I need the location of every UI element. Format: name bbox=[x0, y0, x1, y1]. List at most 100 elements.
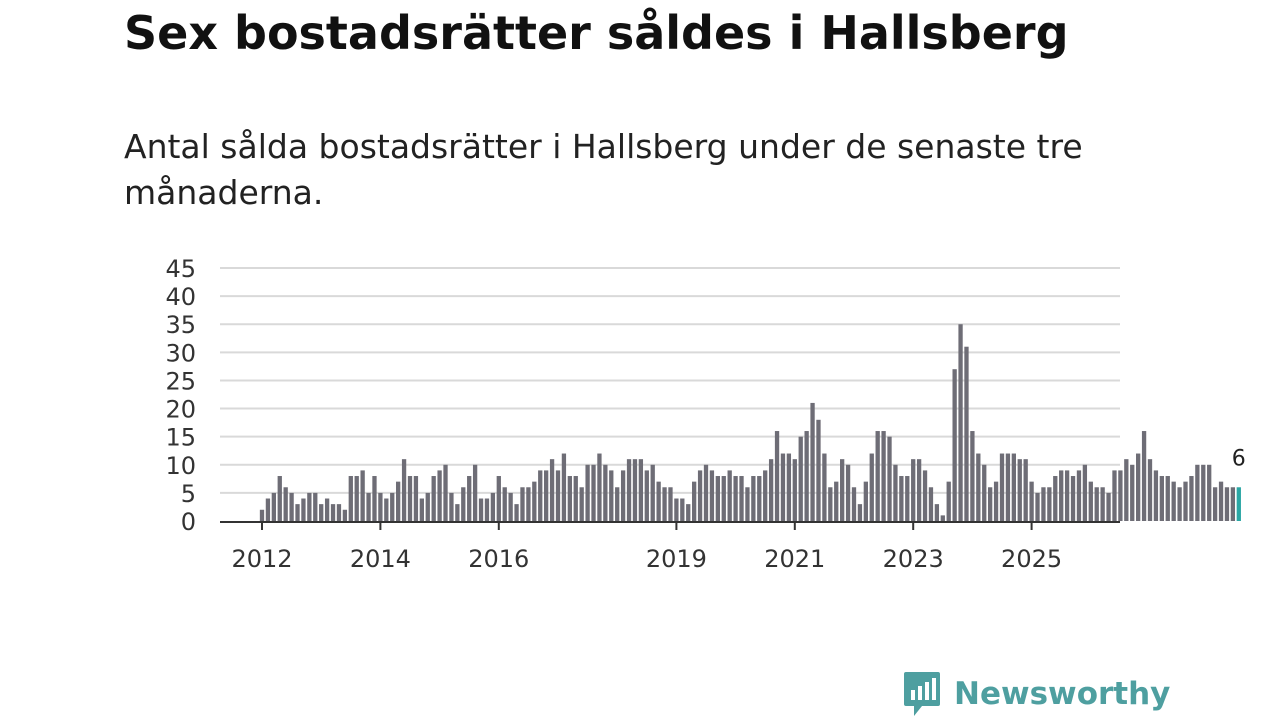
bar bbox=[768, 459, 774, 521]
newsworthy-logo-icon bbox=[904, 672, 940, 716]
bar bbox=[934, 504, 940, 521]
bar bbox=[396, 481, 401, 521]
bar bbox=[1118, 470, 1123, 521]
bar bbox=[1147, 459, 1153, 521]
bar bbox=[1141, 431, 1147, 521]
bar bbox=[845, 464, 851, 521]
bar bbox=[1017, 459, 1022, 521]
bar bbox=[277, 476, 282, 521]
chart-title: Sex bostadsrätter såldes i Hallsberg bbox=[124, 6, 1069, 60]
bar bbox=[313, 492, 318, 521]
y-tick-label: 35 bbox=[165, 311, 196, 339]
bar bbox=[283, 487, 288, 521]
bar bbox=[508, 492, 513, 521]
bar bbox=[384, 498, 389, 521]
bar bbox=[905, 476, 910, 521]
bar bbox=[348, 476, 353, 521]
bar bbox=[656, 481, 661, 521]
bar bbox=[1165, 476, 1170, 521]
bar bbox=[295, 504, 300, 521]
bar bbox=[733, 476, 738, 521]
x-tick-label: 2023 bbox=[883, 545, 944, 573]
bar bbox=[703, 464, 709, 521]
bar bbox=[620, 470, 626, 521]
bar bbox=[567, 476, 572, 521]
bar bbox=[1130, 464, 1135, 521]
bar bbox=[1064, 470, 1070, 521]
bar bbox=[638, 459, 644, 521]
bar bbox=[626, 459, 632, 521]
bar bbox=[840, 459, 845, 521]
bar bbox=[1094, 487, 1099, 521]
y-tick-label: 45 bbox=[165, 255, 196, 283]
bar bbox=[1212, 487, 1218, 521]
bar bbox=[1136, 453, 1141, 521]
bar bbox=[413, 476, 419, 521]
chart-subtitle: Antal sålda bostadsrätter i Hallsberg un… bbox=[124, 127, 1083, 212]
y-tick-label: 40 bbox=[165, 283, 196, 311]
bar bbox=[976, 453, 981, 521]
bar bbox=[1124, 459, 1129, 521]
bar bbox=[916, 459, 922, 521]
bar bbox=[431, 476, 436, 521]
bar bbox=[780, 453, 786, 521]
bar bbox=[1005, 453, 1011, 521]
bar bbox=[751, 476, 756, 521]
bar bbox=[745, 487, 750, 521]
bar bbox=[502, 487, 507, 521]
bar bbox=[1195, 464, 1200, 521]
x-tick-label: 2019 bbox=[646, 545, 707, 573]
bar bbox=[1224, 487, 1230, 521]
bar bbox=[822, 453, 827, 521]
x-tick-label: 2025 bbox=[1001, 545, 1062, 573]
bar bbox=[804, 431, 809, 521]
bar bbox=[573, 476, 578, 521]
bar bbox=[1023, 459, 1028, 521]
x-tick-label: 2012 bbox=[231, 545, 292, 573]
bar bbox=[520, 487, 525, 521]
bar bbox=[342, 509, 348, 521]
bar bbox=[928, 487, 934, 521]
bar bbox=[662, 487, 667, 521]
bar bbox=[680, 498, 685, 521]
bar bbox=[579, 487, 584, 521]
bar bbox=[834, 481, 839, 521]
y-tick-label: 5 bbox=[181, 480, 196, 508]
bar bbox=[425, 492, 430, 521]
y-tick-label: 30 bbox=[165, 339, 196, 367]
x-tick-label: 2016 bbox=[468, 545, 529, 573]
bar bbox=[692, 481, 697, 521]
newsworthy-logo-text: Newsworthy bbox=[954, 676, 1171, 712]
bar bbox=[970, 431, 975, 521]
bar bbox=[697, 470, 703, 521]
bar bbox=[709, 470, 715, 521]
bar bbox=[721, 476, 726, 521]
bar bbox=[964, 346, 969, 521]
bar bbox=[484, 498, 490, 521]
bar bbox=[419, 498, 424, 521]
bar bbox=[1207, 464, 1212, 521]
bar bbox=[591, 464, 596, 521]
bar bbox=[526, 487, 531, 521]
bar bbox=[1041, 487, 1046, 521]
bar bbox=[514, 504, 519, 521]
bar bbox=[993, 481, 999, 521]
bar bbox=[490, 492, 496, 521]
bar bbox=[1053, 476, 1058, 521]
x-tick-label: 2014 bbox=[350, 545, 411, 573]
bar bbox=[289, 492, 294, 521]
bar bbox=[774, 431, 780, 521]
x-axis: 2012 2014 2016 2019 2021 2023 2025 bbox=[231, 522, 1062, 573]
bar bbox=[478, 498, 484, 521]
bar bbox=[727, 470, 732, 521]
bar bbox=[336, 504, 342, 521]
bar bbox=[922, 470, 928, 521]
bar bbox=[828, 487, 833, 521]
bar bbox=[1201, 464, 1206, 521]
bar bbox=[1153, 470, 1159, 521]
y-tick-label: 0 bbox=[181, 508, 196, 536]
bar bbox=[372, 476, 377, 521]
bar bbox=[1218, 481, 1224, 521]
bar bbox=[544, 470, 549, 521]
bar bbox=[715, 476, 720, 521]
